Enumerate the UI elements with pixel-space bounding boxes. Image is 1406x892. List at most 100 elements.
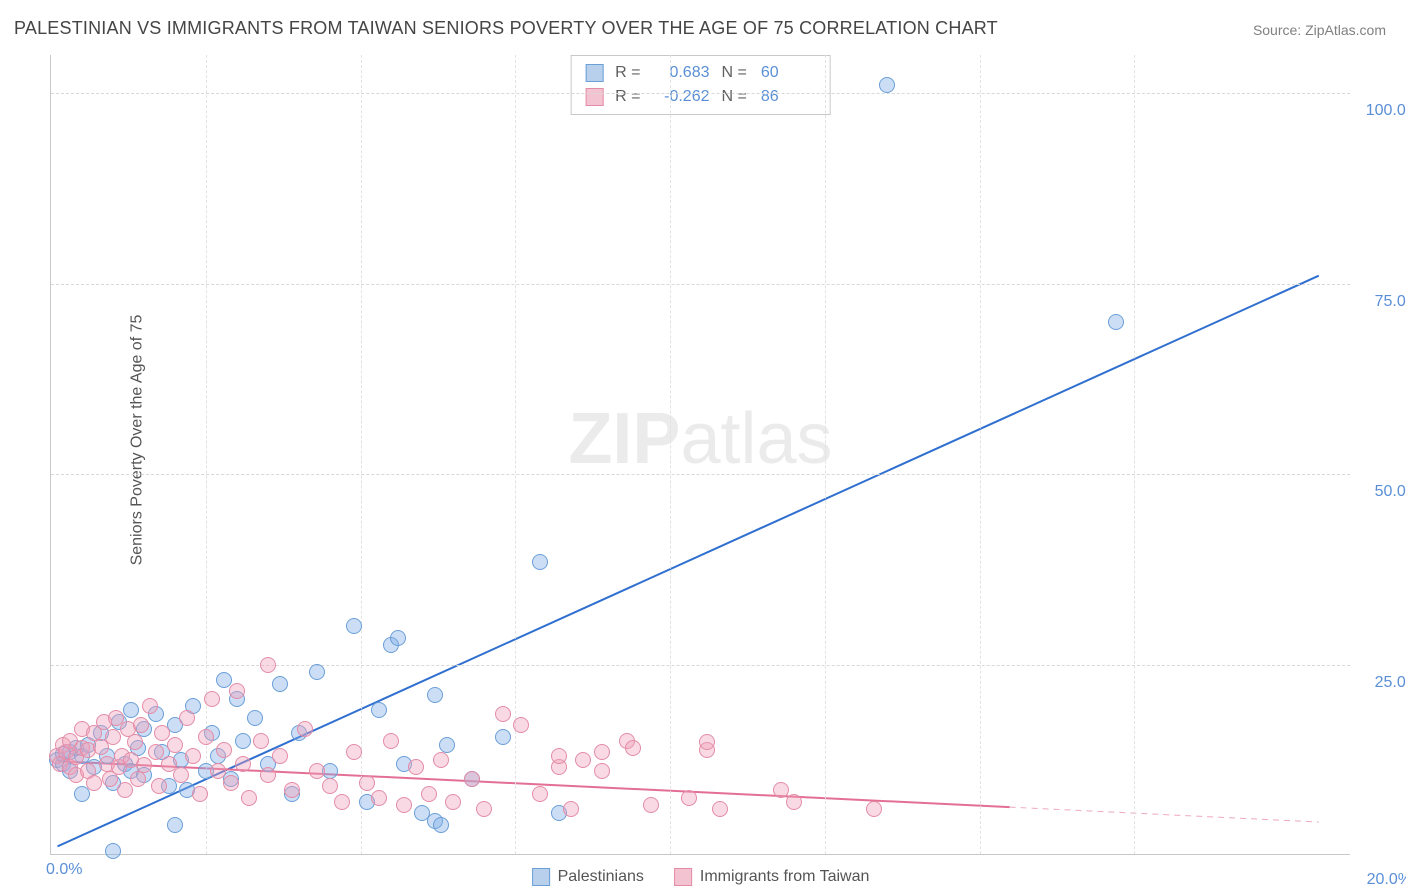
gridline-h [51,284,1350,285]
data-point [594,744,610,760]
data-point [396,797,412,813]
data-point [117,782,133,798]
data-point [786,794,802,810]
series-name-1: Palestinians [558,868,644,886]
data-point [185,748,201,764]
data-point [879,77,895,93]
n-value-2: 86 [761,88,816,106]
gridline-h [51,474,1350,475]
data-point [272,676,288,692]
y-tick-label: 50.0% [1360,483,1406,501]
data-point [712,801,728,817]
data-point [105,729,121,745]
data-point [625,740,641,756]
data-point [1108,314,1124,330]
data-point [390,630,406,646]
data-point [235,756,251,772]
correlation-legend-row-1: R = 0.683 N = 60 [585,61,816,85]
data-point [167,737,183,753]
data-point [247,710,263,726]
data-point [334,794,350,810]
data-point [173,767,189,783]
data-point [136,757,152,773]
data-point [346,744,362,760]
data-point [223,775,239,791]
data-point [383,733,399,749]
r-label-1: R = [615,64,640,82]
gridline-v [1134,55,1135,854]
y-tick-label: 100.0% [1360,102,1406,120]
gridline-v [361,55,362,854]
data-point [86,775,102,791]
data-point [408,759,424,775]
x-tick-origin: 0.0% [46,861,82,879]
data-point [421,786,437,802]
data-point [513,717,529,733]
data-point [167,817,183,833]
source-name: ZipAtlas.com [1305,22,1386,38]
gridline-v [515,55,516,854]
data-point [439,737,455,753]
y-tick-label: 25.0% [1360,674,1406,692]
data-point [371,702,387,718]
r-label-2: R = [615,88,640,106]
data-point [130,771,146,787]
data-point [309,763,325,779]
swatch-series-2 [585,88,603,106]
data-point [309,664,325,680]
data-point [563,801,579,817]
swatch-series-1-bottom [532,868,550,886]
data-point [495,706,511,722]
data-point [532,786,548,802]
data-point [127,734,143,750]
data-point [284,782,300,798]
data-point [297,721,313,737]
data-point [74,786,90,802]
source-label: Source: [1253,22,1305,38]
x-tick-right: 20.0% [1367,871,1406,889]
data-point [123,702,139,718]
gridline-v [980,55,981,854]
data-point [359,775,375,791]
data-point [594,763,610,779]
data-point [681,790,697,806]
series-name-2: Immigrants from Taiwan [700,868,870,886]
data-point [272,748,288,764]
data-point [216,742,232,758]
r-value-1: 0.683 [655,64,710,82]
data-point [105,843,121,859]
data-point [229,683,245,699]
r-value-2: -0.262 [655,88,710,106]
n-label-1: N = [722,64,747,82]
data-point [476,801,492,817]
y-tick-label: 75.0% [1360,293,1406,311]
data-point [204,691,220,707]
chart-title: PALESTINIAN VS IMMIGRANTS FROM TAIWAN SE… [14,18,998,39]
correlation-legend-row-2: R = -0.262 N = 86 [585,85,816,109]
data-point [427,687,443,703]
chart-container: PALESTINIAN VS IMMIGRANTS FROM TAIWAN SE… [0,0,1406,892]
data-point [575,752,591,768]
gridline-v [825,55,826,854]
n-label-2: N = [722,88,747,106]
data-point [866,801,882,817]
data-point [151,778,167,794]
plot-area: ZIPatlas R = 0.683 N = 60 R = -0.262 N =… [50,55,1350,855]
series-legend: Palestinians Immigrants from Taiwan [532,868,870,886]
data-point [433,752,449,768]
data-point [371,790,387,806]
data-point [241,790,257,806]
gridline-h [51,665,1350,666]
swatch-series-2-bottom [674,868,692,886]
data-point [643,797,659,813]
data-point [235,733,251,749]
data-point [142,698,158,714]
data-point [260,767,276,783]
data-point [322,778,338,794]
data-point [198,729,214,745]
data-point [260,657,276,673]
swatch-series-1 [585,64,603,82]
series-legend-item-2: Immigrants from Taiwan [674,868,870,886]
data-point [433,817,449,833]
data-point [253,733,269,749]
